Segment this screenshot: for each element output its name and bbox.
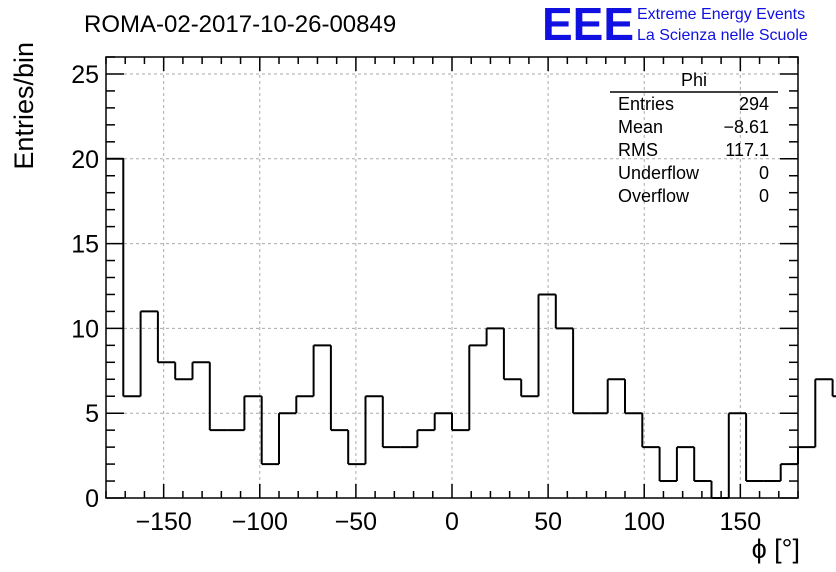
- x-tick-label: 150: [719, 508, 761, 536]
- stats-label: RMS: [618, 140, 658, 160]
- stats-label: Overflow: [618, 186, 690, 206]
- y-tick-label: 10: [71, 315, 99, 343]
- stats-title: Phi: [681, 70, 707, 90]
- x-tick-label: 0: [445, 508, 459, 536]
- histogram: [106, 157, 836, 499]
- x-tick-label: −150: [136, 508, 192, 536]
- x-tick-label: 100: [623, 508, 665, 536]
- x-tick-label: −50: [335, 508, 377, 536]
- stats-label: Mean: [618, 117, 663, 137]
- x-tick-label: −100: [232, 508, 288, 536]
- axes: −150 −100 −50 0 50 100 150 0 5 10 15 20 25: [71, 56, 799, 536]
- y-tick-label: 20: [71, 146, 99, 174]
- y-tick-label: 15: [71, 231, 99, 259]
- stats-value: 0: [759, 186, 769, 206]
- org-name-line1: Extreme Energy Events: [637, 6, 805, 23]
- y-axis-label: Entries/bin: [9, 42, 39, 170]
- y-tick-label: 5: [85, 400, 99, 428]
- stats-value: 294: [739, 94, 769, 114]
- y-tick-label: 25: [71, 61, 99, 89]
- stats-value: 117.1: [725, 140, 769, 160]
- stats-value: −8.61: [723, 117, 769, 137]
- run-title: ROMA-02-2017-10-26-00849: [84, 11, 396, 38]
- stats-value: 0: [759, 163, 769, 183]
- grid-lines: [106, 57, 798, 498]
- org-name-line2: La Scienza nelle Scuole: [637, 27, 808, 44]
- y-tick-label: 0: [85, 485, 99, 513]
- x-axis-label: ϕ [°]: [752, 534, 800, 564]
- x-tick-label: 50: [534, 508, 562, 536]
- stats-box: Phi Entries 294 Mean −8.61 RMS 117.1 Underflow…: [610, 70, 778, 206]
- stats-label: Underflow: [618, 163, 700, 183]
- eee-logo: EEE: [542, 0, 634, 50]
- stats-label: Entries: [618, 94, 674, 114]
